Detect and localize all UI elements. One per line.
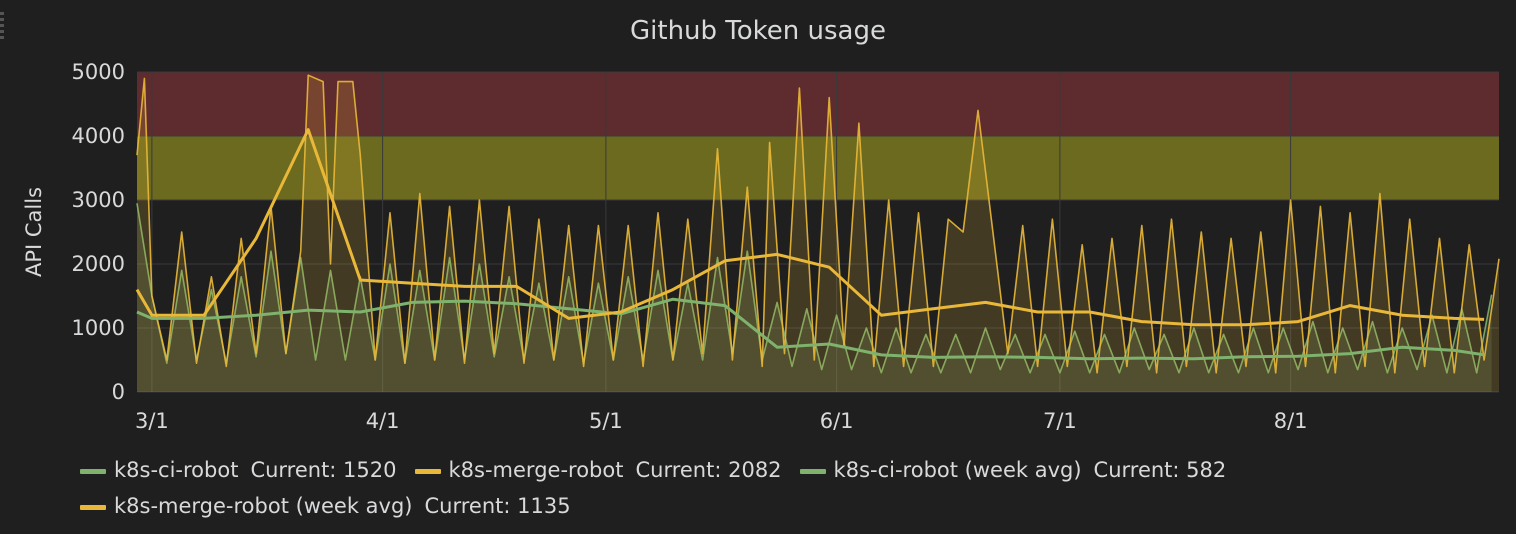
y-tick-label-2: 2000 bbox=[72, 252, 125, 276]
legend-series-name-1: k8s-merge-robot bbox=[448, 458, 624, 482]
threshold-band-1 bbox=[137, 72, 1499, 136]
panel-title[interactable]: Github Token usage bbox=[630, 16, 886, 46]
legend-current-value-2: Current: 582 bbox=[1093, 458, 1227, 482]
legend-swatch-1 bbox=[414, 468, 441, 474]
x-tick-label-2: 5/1 bbox=[589, 409, 623, 433]
legend-series-name-3: k8s-merge-robot (week avg) bbox=[114, 494, 413, 518]
y-tick-label-0: 0 bbox=[112, 380, 125, 404]
legend-item-2[interactable]: k8s-ci-robot (week avg) Current: 582 bbox=[799, 452, 1227, 488]
threshold-band-0 bbox=[137, 136, 1499, 200]
x-tick-label-1: 4/1 bbox=[366, 409, 400, 433]
x-tick-label-0: 3/1 bbox=[135, 409, 169, 433]
series-line-1 bbox=[136, 74, 1500, 374]
legend-item-1[interactable]: k8s-merge-robot Current: 2082 bbox=[414, 452, 782, 488]
series-line-2 bbox=[136, 297, 1485, 361]
x-tick-label-5: 8/1 bbox=[1274, 409, 1308, 433]
legend-series-name-0: k8s-ci-robot bbox=[114, 458, 239, 482]
chart-legend: k8s-ci-robot Current: 1520 k8s-merge-robot… bbox=[80, 452, 1480, 524]
legend-current-value-3: Current: 1135 bbox=[424, 494, 571, 518]
legend-current-value-0: Current: 1520 bbox=[250, 458, 397, 482]
y-tick-label-3: 3000 bbox=[72, 188, 125, 212]
x-tick-label-3: 6/1 bbox=[820, 409, 854, 433]
legend-item-3[interactable]: k8s-merge-robot (week avg) Current: 1135 bbox=[80, 488, 571, 524]
legend-swatch-3 bbox=[80, 504, 106, 510]
series-line-3 bbox=[135, 128, 1485, 327]
y-tick-label-5: 5000 bbox=[72, 60, 125, 84]
y-axis-label: API Calls bbox=[22, 187, 46, 277]
series-area-1 bbox=[137, 75, 1499, 392]
legend-series-name-2: k8s-ci-robot (week avg) bbox=[833, 458, 1082, 482]
series-line-0 bbox=[136, 203, 1493, 374]
series-area-0 bbox=[137, 203, 1492, 392]
panel-drag-handle[interactable] bbox=[0, 12, 4, 42]
legend-swatch-2 bbox=[799, 468, 826, 474]
legend-item-0[interactable]: k8s-ci-robot Current: 1520 bbox=[80, 452, 397, 488]
legend-swatch-0 bbox=[80, 468, 106, 474]
legend-current-value-1: Current: 2082 bbox=[635, 458, 782, 482]
chart-plot: 0 1000 2000 3000 4000 5000 3/1 4/1 5/1 6/1 7/1 8/1 A… bbox=[22, 60, 1500, 433]
x-tick-label-4: 7/1 bbox=[1043, 409, 1077, 433]
y-tick-label-4: 4000 bbox=[72, 124, 125, 148]
y-tick-label-1: 1000 bbox=[72, 316, 125, 340]
